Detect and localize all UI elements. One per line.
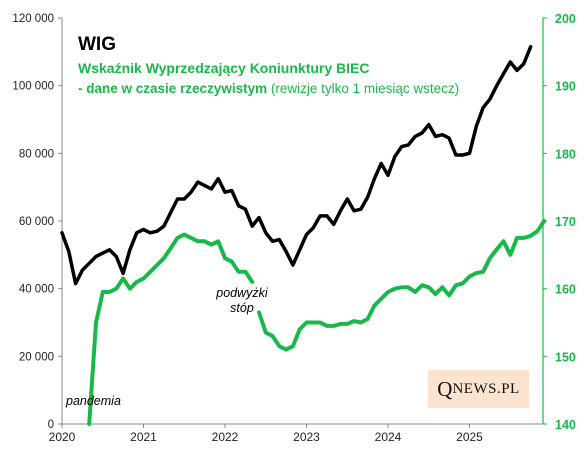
x-tick-label: 2022 xyxy=(212,430,239,444)
axes: 0 20 000 40 000 60 000 80 000 100 000 120 000 1… xyxy=(12,12,575,444)
qnews-logo: Q NEWS.PL xyxy=(428,370,529,408)
annotation-rates-line-1: podwyżki xyxy=(216,286,268,300)
x-tick-label: 2025 xyxy=(456,430,483,444)
y-right-tick-label: 180 xyxy=(555,147,576,161)
chart-note: - dane w czasie rzeczywistym (rewizje ty… xyxy=(78,81,459,96)
biec-line-segment xyxy=(87,232,255,426)
y-right-tick-label: 190 xyxy=(555,80,576,94)
y-left-tick-label: 40 000 xyxy=(19,284,54,296)
wig-line xyxy=(60,45,533,286)
y-left-tick-label: 120 000 xyxy=(12,13,54,25)
y-right-tick-label: 150 xyxy=(555,350,576,364)
biec-line-segment xyxy=(257,219,547,352)
y-left-tick-label: 60 000 xyxy=(19,216,54,228)
y-right-tick-label: 170 xyxy=(555,215,576,229)
y-left-tick-label: 0 xyxy=(48,419,54,431)
annotation-rates: podwyżki stóp xyxy=(212,286,272,316)
chart-note-bold: - dane w czasie rzeczywistym xyxy=(78,81,268,96)
annotation-pandemia: pandemia xyxy=(66,394,121,409)
y-right-tick-label: 140 xyxy=(555,418,576,432)
chart-note-rest: (rewizje tylko 1 miesiąc wstecz) xyxy=(267,81,460,96)
logo-rest: NEWS.PL xyxy=(452,380,520,397)
y-left-tick-label: 100 000 xyxy=(12,81,54,93)
x-tick-label: 2023 xyxy=(293,430,320,444)
chart-subtitle: Wskaźnik Wyprzedzający Koniunktury BIEC xyxy=(78,60,370,76)
series-biec xyxy=(87,219,547,426)
y-right-tick-label: 160 xyxy=(555,283,576,297)
series-wig xyxy=(60,45,533,286)
title-block: WIG Wskaźnik Wyprzedzający Koniunktury B… xyxy=(78,34,459,96)
y-right-tick-label: 200 xyxy=(555,12,576,26)
x-tick-label: 2020 xyxy=(49,430,76,444)
annotation-rates-line-2: stóp xyxy=(230,301,254,315)
annotation-pandemia-text: pandemia xyxy=(66,394,121,408)
y-left-tick-label: 80 000 xyxy=(19,148,54,160)
x-tick-label: 2024 xyxy=(375,430,402,444)
x-tick-label: 2021 xyxy=(130,430,157,444)
y-left-tick-label: 20 000 xyxy=(19,351,54,363)
chart-title: WIG xyxy=(78,34,116,55)
logo-q: Q xyxy=(437,376,453,401)
